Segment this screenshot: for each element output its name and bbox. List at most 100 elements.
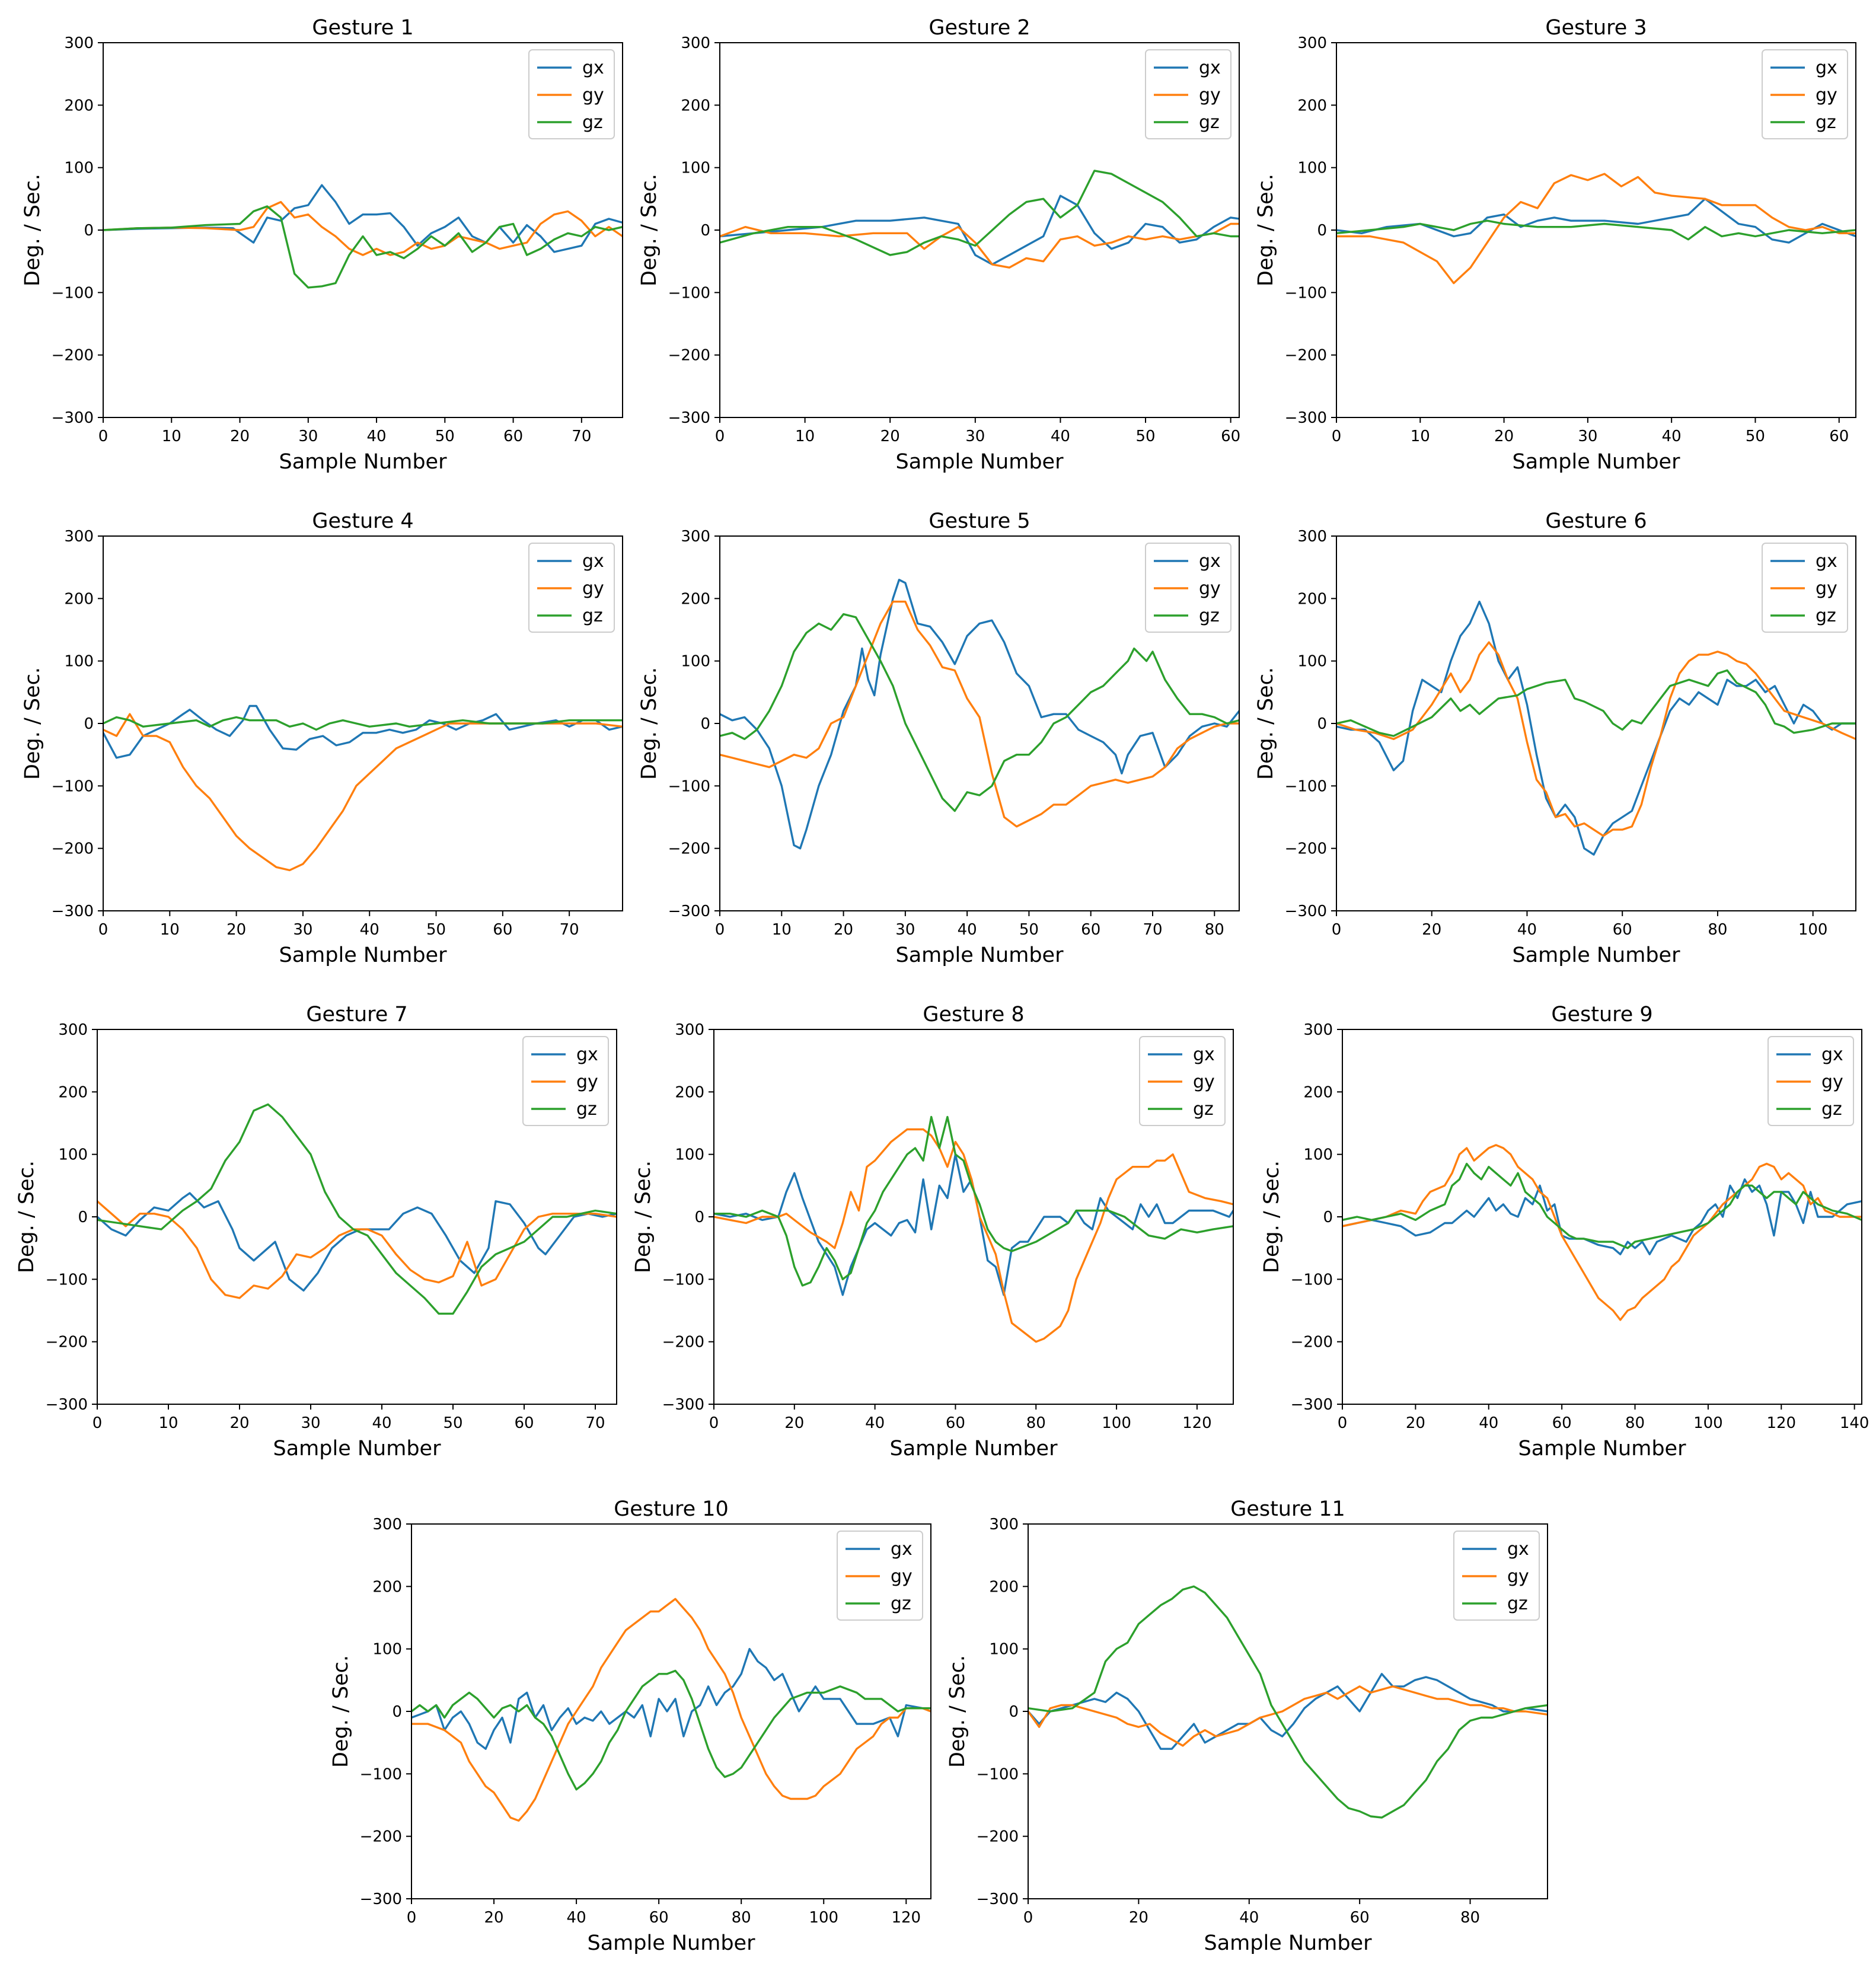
x-tick-label: 70 — [560, 921, 579, 939]
y-axis-label: Deg. / Sec. — [21, 174, 44, 286]
y-tick-label: 300 — [1297, 34, 1327, 52]
y-tick-label: 200 — [64, 97, 94, 114]
x-axis-label: Sample Number — [890, 1437, 1058, 1461]
series-line-gy — [720, 222, 1239, 269]
series-line-gx — [714, 1153, 1233, 1296]
series-line-gz — [1028, 1585, 1548, 1819]
chart-title: Gesture 5 — [929, 509, 1030, 533]
chart-panel-7: −300 −200 −100 0 100 200 300 0 10 20 30 40 50 60 70 Ges… — [15, 1003, 617, 1461]
x-tick-label: 0 — [1332, 428, 1342, 445]
x-tick-label: 30 — [293, 921, 312, 939]
y-tick-label: −300 — [662, 1396, 704, 1414]
x-tick-label: 40 — [567, 1909, 586, 1927]
legend-label-gz: gz — [1507, 1593, 1528, 1614]
x-tick-label: 40 — [1239, 1909, 1259, 1927]
series-line-gz — [720, 170, 1239, 256]
y-tick-label: 200 — [675, 1083, 704, 1101]
chart-panel-1: −300 −200 −100 0 100 200 300 0 10 20 30 40 50 60 70 Ges… — [21, 16, 623, 474]
x-tick-label: 10 — [162, 428, 181, 445]
x-tick-label: 20 — [784, 1414, 804, 1432]
series-line-gz — [103, 205, 623, 289]
chart-panel-5: −300 −200 −100 0 100 200 300 0 10 20 30 40 50 60 70 80 G… — [637, 509, 1240, 967]
legend-label-gx: gx — [1199, 58, 1221, 78]
y-tick-label: 0 — [1317, 222, 1327, 240]
y-tick-label: −300 — [46, 1396, 88, 1414]
x-tick-label: 20 — [484, 1909, 504, 1927]
y-tick-label: 0 — [84, 222, 94, 240]
y-tick-label: 100 — [989, 1641, 1019, 1659]
y-tick-label: −200 — [52, 840, 94, 858]
y-tick-label: −100 — [668, 284, 710, 302]
x-tick-label: 20 — [880, 428, 900, 445]
y-tick-label: 0 — [700, 715, 710, 733]
y-tick-label: 100 — [681, 160, 710, 177]
chart-panel-11: −300 −200 −100 0 100 200 300 0 20 40 60 80 Gesture 1… — [946, 1497, 1548, 1955]
y-tick-label: 0 — [694, 1209, 704, 1226]
legend: gx gy gz — [1767, 1036, 1854, 1126]
x-tick-label: 20 — [1494, 428, 1514, 445]
y-tick-label: 100 — [58, 1146, 88, 1164]
x-tick-label: 10 — [1411, 428, 1430, 445]
legend-label-gx: gx — [1821, 1044, 1843, 1065]
x-tick-label: 40 — [1517, 921, 1537, 939]
x-axis-label: Sample Number — [1518, 1437, 1687, 1461]
x-tick-label: 0 — [715, 921, 725, 939]
chart-panel-6: −300 −200 −100 0 100 200 300 0 20 40 60 80 100 Gestur… — [1254, 509, 1856, 967]
x-tick-label: 40 — [865, 1414, 885, 1432]
x-tick-label: 80 — [1205, 921, 1224, 939]
legend: gx gy gz — [1139, 1036, 1226, 1126]
y-tick-label: −200 — [52, 347, 94, 365]
x-tick-label: 0 — [98, 428, 109, 445]
x-tick-label: 40 — [360, 921, 379, 939]
legend-label-gz: gz — [1193, 1099, 1214, 1120]
legend: gx gy gz — [1762, 543, 1848, 633]
legend-label-gz: gz — [582, 112, 603, 133]
chart-panel-4: −300 −200 −100 0 100 200 300 0 10 20 30 40 50 60 70 Ges… — [21, 509, 623, 967]
y-tick-label: 100 — [64, 653, 94, 671]
x-tick-label: 60 — [1829, 428, 1849, 445]
y-tick-label: 200 — [64, 590, 94, 608]
y-tick-label: 200 — [58, 1083, 88, 1101]
y-tick-label: 300 — [1297, 528, 1327, 546]
y-tick-label: 100 — [64, 160, 94, 177]
y-tick-label: 300 — [58, 1021, 88, 1039]
x-tick-label: 50 — [426, 921, 446, 939]
y-tick-label: −200 — [668, 347, 710, 365]
chart-title: Gesture 11 — [1230, 1497, 1345, 1521]
x-tick-label: 30 — [1578, 428, 1597, 445]
y-tick-label: 100 — [372, 1641, 402, 1659]
x-tick-label: 20 — [230, 428, 250, 445]
y-tick-label: −100 — [662, 1271, 704, 1289]
y-axis-label: Deg. / Sec. — [329, 1655, 353, 1768]
x-tick-label: 40 — [1051, 428, 1070, 445]
series-line-gz — [411, 1669, 931, 1791]
y-axis-label: Deg. / Sec. — [21, 667, 44, 780]
y-tick-label: 300 — [675, 1021, 704, 1039]
legend-label-gx: gx — [891, 1539, 913, 1560]
y-tick-label: −300 — [52, 903, 94, 920]
y-tick-label: 100 — [1297, 160, 1327, 177]
x-tick-label: 60 — [1221, 428, 1240, 445]
x-tick-label: 0 — [407, 1909, 417, 1927]
x-tick-label: 60 — [1552, 1414, 1572, 1432]
y-tick-label: −100 — [1291, 1271, 1333, 1289]
y-tick-label: −100 — [52, 777, 94, 795]
chart-title: Gesture 9 — [1551, 1003, 1652, 1026]
legend-label-gx: gx — [576, 1044, 598, 1065]
series-line-gz — [97, 1103, 617, 1315]
x-tick-label: 40 — [372, 1414, 391, 1432]
y-tick-label: −300 — [668, 409, 710, 427]
x-axis-label: Sample Number — [1204, 1931, 1373, 1955]
y-axis-label: Deg. / Sec. — [637, 174, 661, 286]
y-tick-label: 0 — [1323, 1209, 1333, 1226]
x-tick-label: 20 — [229, 1414, 249, 1432]
chart-panel-10: −300 −200 −100 0 100 200 300 0 20 40 60 80 100 120 Ges… — [329, 1497, 931, 1955]
y-tick-label: 0 — [1009, 1703, 1019, 1721]
y-tick-label: −200 — [46, 1334, 88, 1351]
x-tick-label: 40 — [1479, 1414, 1498, 1432]
series-line-gy — [1336, 641, 1856, 837]
series-line-gz — [720, 613, 1239, 812]
series-line-gx — [103, 184, 623, 253]
x-tick-label: 80 — [1460, 1909, 1480, 1927]
